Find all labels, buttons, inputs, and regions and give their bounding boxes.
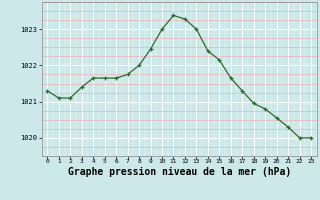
X-axis label: Graphe pression niveau de la mer (hPa): Graphe pression niveau de la mer (hPa) bbox=[68, 167, 291, 177]
